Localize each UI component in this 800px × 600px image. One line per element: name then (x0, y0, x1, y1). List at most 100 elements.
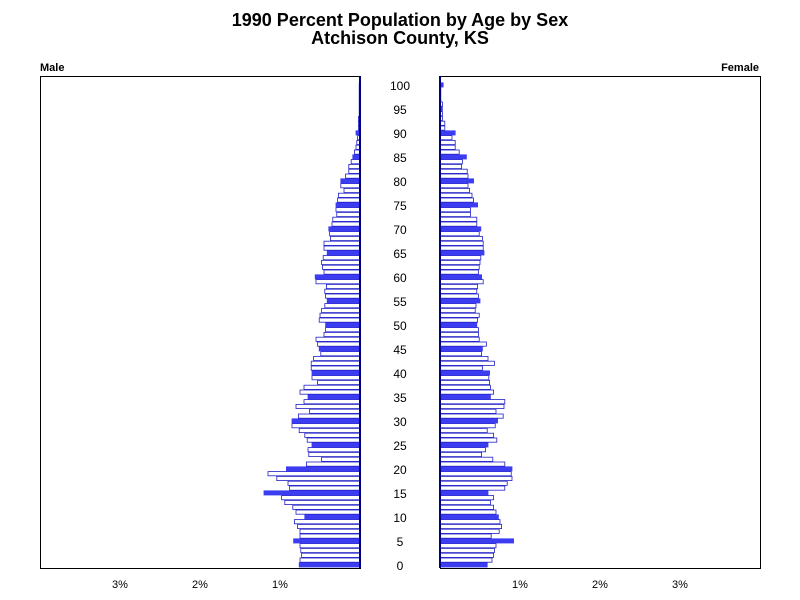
male-bar (325, 293, 361, 299)
female-bar (439, 384, 491, 390)
age-tick-label: 35 (393, 391, 407, 405)
female-bar (439, 351, 482, 357)
female-bar (439, 548, 495, 554)
female-bar (439, 173, 469, 179)
male-bar (287, 480, 361, 486)
female-bar (439, 480, 508, 486)
male-bar (299, 528, 361, 534)
female-bar (439, 178, 474, 184)
female-bar (439, 274, 482, 280)
female-bar (439, 418, 498, 424)
male-bar (298, 562, 361, 568)
female-bar (439, 221, 478, 227)
female-bar (439, 298, 481, 304)
male-bar (300, 548, 361, 554)
female-bar (439, 442, 489, 448)
male-bar (299, 557, 361, 563)
age-tick-label: 5 (397, 535, 404, 549)
female-bar (439, 355, 489, 361)
male-bar (332, 216, 361, 222)
male-bar (299, 533, 361, 539)
female-bar (439, 451, 482, 457)
male-bar (276, 475, 361, 481)
female-bar (439, 562, 488, 568)
female-bar (439, 159, 463, 165)
male-bar (311, 442, 361, 448)
age-tick-label: 0 (397, 559, 404, 573)
female-bar (439, 490, 489, 496)
female-bar (439, 524, 502, 530)
age-tick-label: 80 (393, 175, 407, 189)
male-bar (343, 187, 361, 193)
male-bar (310, 360, 361, 366)
age-tick-label: 30 (393, 415, 407, 429)
male-bar (323, 331, 361, 337)
male-bar (297, 524, 361, 530)
female-bar (439, 557, 493, 563)
male-bar (293, 519, 361, 525)
male-bar (299, 389, 361, 395)
female-bar (439, 279, 484, 285)
male-bar (307, 447, 361, 453)
male-bar (291, 418, 361, 424)
female-bar (439, 365, 483, 371)
male-bar (303, 399, 361, 405)
female-bar (439, 317, 478, 323)
male-bar (284, 499, 361, 505)
female-bar (439, 341, 487, 347)
male-bar (321, 264, 361, 270)
female-bar (439, 423, 496, 429)
age-tick-label: 25 (393, 439, 407, 453)
male-bar (324, 288, 361, 294)
female-bar (439, 394, 491, 400)
age-tick-label: 85 (393, 151, 407, 165)
female-bar (439, 447, 486, 453)
male-bar (305, 461, 361, 467)
age-tick-label: 45 (393, 343, 407, 357)
male-bar (324, 303, 361, 309)
female-bar (439, 139, 456, 145)
female-x-tick-label: 2% (592, 579, 608, 591)
female-bar (439, 149, 460, 155)
female-bar (439, 235, 483, 241)
male-bar (335, 202, 361, 208)
female-bar (439, 514, 499, 520)
male-bar (303, 384, 361, 390)
female-bar (439, 207, 471, 213)
female-bar (439, 499, 491, 505)
male-bar (318, 346, 361, 352)
male-bar (292, 504, 361, 510)
female-bar (439, 240, 484, 246)
female-bar (439, 456, 494, 462)
male-bar (304, 432, 361, 438)
female-bar (439, 288, 478, 294)
male-bar (289, 485, 361, 491)
female-bar (439, 552, 494, 558)
female-bar (439, 370, 490, 376)
female-bar (439, 399, 506, 405)
male-bar (307, 394, 361, 400)
male-bar (325, 327, 361, 333)
female-bar (439, 504, 494, 510)
male-bar (322, 255, 361, 261)
male-bar (318, 317, 361, 323)
female-bar (439, 307, 476, 313)
female-bar (439, 336, 480, 342)
female-bar (439, 475, 513, 481)
male-bar (309, 408, 361, 414)
male-bar (321, 259, 361, 265)
age-tick-label: 20 (393, 463, 407, 477)
male-bar (295, 403, 361, 409)
female-bar (439, 389, 494, 395)
female-panel-frame (440, 76, 761, 569)
female-bar (439, 427, 488, 433)
age-tick-label: 40 (393, 367, 407, 381)
age-tick-label: 70 (393, 223, 407, 237)
female-bar (439, 495, 494, 501)
female-bar (439, 360, 495, 366)
female-bar (439, 163, 463, 169)
female-bar (439, 485, 506, 491)
age-tick-label: 10 (393, 511, 407, 525)
male-x-tick-label: 2% (192, 579, 208, 591)
female-bar (439, 303, 477, 309)
